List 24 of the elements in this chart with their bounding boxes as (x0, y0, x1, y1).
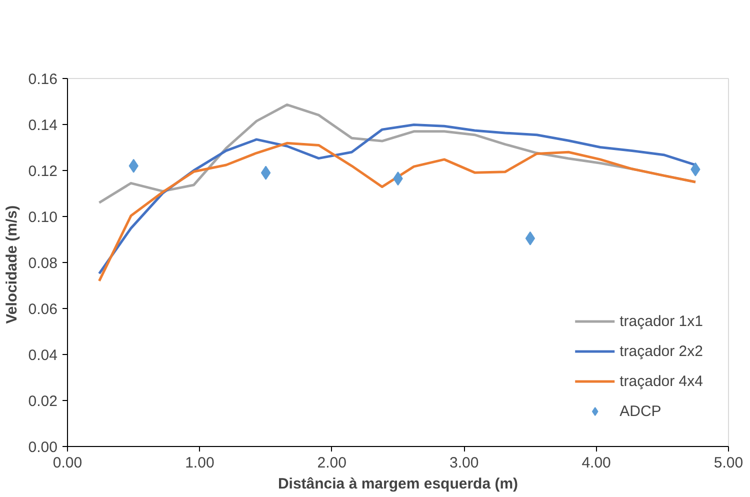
y-tick-label: 0.12 (28, 163, 58, 180)
x-tick-label: 1.00 (185, 454, 214, 472)
y-axis-title: Velocidade (m/s) (3, 205, 20, 324)
x-tick-label: 3.00 (450, 454, 479, 472)
x-axis-title: Distância à margem esquerda (m) (278, 476, 518, 492)
x-tick-label: 0.00 (52, 454, 82, 472)
x-tick-label: 4.00 (582, 454, 611, 472)
legend-label: traçador 1x1 (620, 312, 703, 330)
x-tick-label: 2.00 (317, 454, 347, 472)
y-tick-label: 0.00 (28, 439, 58, 456)
legend-label: traçador 2x2 (620, 342, 703, 360)
point (525, 231, 536, 246)
y-tick-label: 0.02 (28, 393, 58, 410)
legend-label: traçador 4x4 (620, 372, 703, 390)
point (260, 166, 271, 180)
y-tick-label: 0.10 (28, 209, 58, 226)
line-series (98, 142, 697, 282)
y-tick-label: 0.04 (28, 347, 58, 364)
y-tick-label: 0.14 (28, 117, 58, 134)
legend-label: ADCP (620, 402, 662, 420)
y-tick-label: 0.06 (28, 301, 58, 318)
y-tick-label: 0.08 (28, 255, 58, 272)
y-tick-label: 0.16 (28, 71, 58, 88)
x-tick-label: 5.00 (714, 454, 744, 472)
